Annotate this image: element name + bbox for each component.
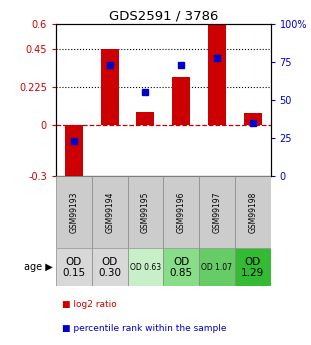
Text: GSM99193: GSM99193	[69, 191, 78, 233]
Text: GSM99194: GSM99194	[105, 191, 114, 233]
Bar	[172, 77, 190, 125]
Text: age ▶: age ▶	[24, 263, 53, 272]
Text: OD
0.30: OD 0.30	[98, 257, 121, 278]
Text: GSM99198: GSM99198	[248, 191, 257, 233]
Text: ■ log2 ratio: ■ log2 ratio	[62, 300, 117, 309]
Bar	[208, 24, 226, 125]
Bar	[92, 176, 128, 248]
Text: GSM99195: GSM99195	[141, 191, 150, 233]
Text: OD
0.85: OD 0.85	[169, 257, 193, 278]
Bar	[56, 176, 92, 248]
Bar	[235, 248, 271, 286]
Text: OD
0.15: OD 0.15	[62, 257, 86, 278]
Bar	[163, 248, 199, 286]
Text: ■ percentile rank within the sample: ■ percentile rank within the sample	[62, 324, 227, 333]
Bar	[128, 248, 163, 286]
Bar	[235, 176, 271, 248]
Text: OD 1.07: OD 1.07	[202, 263, 232, 272]
Bar	[101, 49, 118, 125]
Bar	[163, 176, 199, 248]
Bar	[199, 176, 235, 248]
Bar	[92, 248, 128, 286]
Bar	[128, 176, 163, 248]
Text: GSM99197: GSM99197	[212, 191, 221, 233]
Bar	[56, 248, 92, 286]
Text: OD 0.63: OD 0.63	[130, 263, 161, 272]
Title: GDS2591 / 3786: GDS2591 / 3786	[109, 10, 218, 23]
Text: OD
1.29: OD 1.29	[241, 257, 264, 278]
Bar	[137, 112, 154, 125]
Text: GSM99196: GSM99196	[177, 191, 186, 233]
Bar	[199, 248, 235, 286]
Bar	[244, 113, 262, 125]
Bar	[65, 125, 83, 184]
